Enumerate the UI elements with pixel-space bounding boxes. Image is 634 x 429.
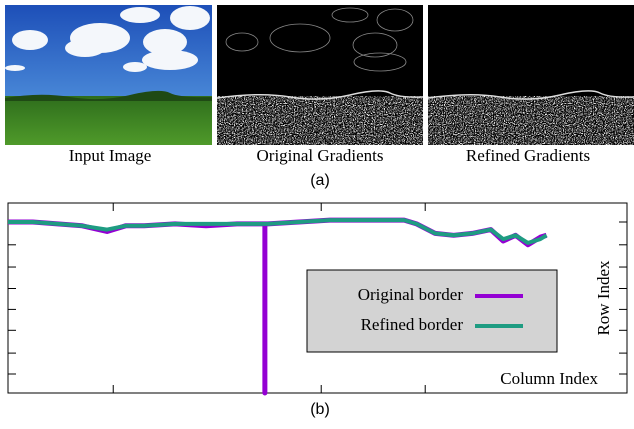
- input-image: [5, 5, 212, 145]
- border-line: [8, 218, 548, 245]
- plot-frame: [7, 202, 628, 394]
- subfigure-label: (b): [310, 401, 330, 418]
- x-axis-label: Column Index: [500, 369, 598, 388]
- legend-box: [306, 269, 558, 353]
- subfigure-label: (a): [310, 172, 330, 189]
- original-gradients-image: [216, 5, 424, 145]
- y-axis-label: Row Index: [594, 260, 613, 336]
- refined-gradients-image: [427, 5, 634, 145]
- panel-caption: Input Image: [69, 146, 152, 165]
- panel-caption: Refined Gradients: [466, 146, 590, 165]
- panel-caption: Original Gradients: [257, 146, 384, 165]
- legend-label: Original border: [358, 285, 464, 304]
- plot: Original border Refined border Column Inde…: [7, 202, 628, 396]
- legend-label: Refined border: [361, 315, 464, 334]
